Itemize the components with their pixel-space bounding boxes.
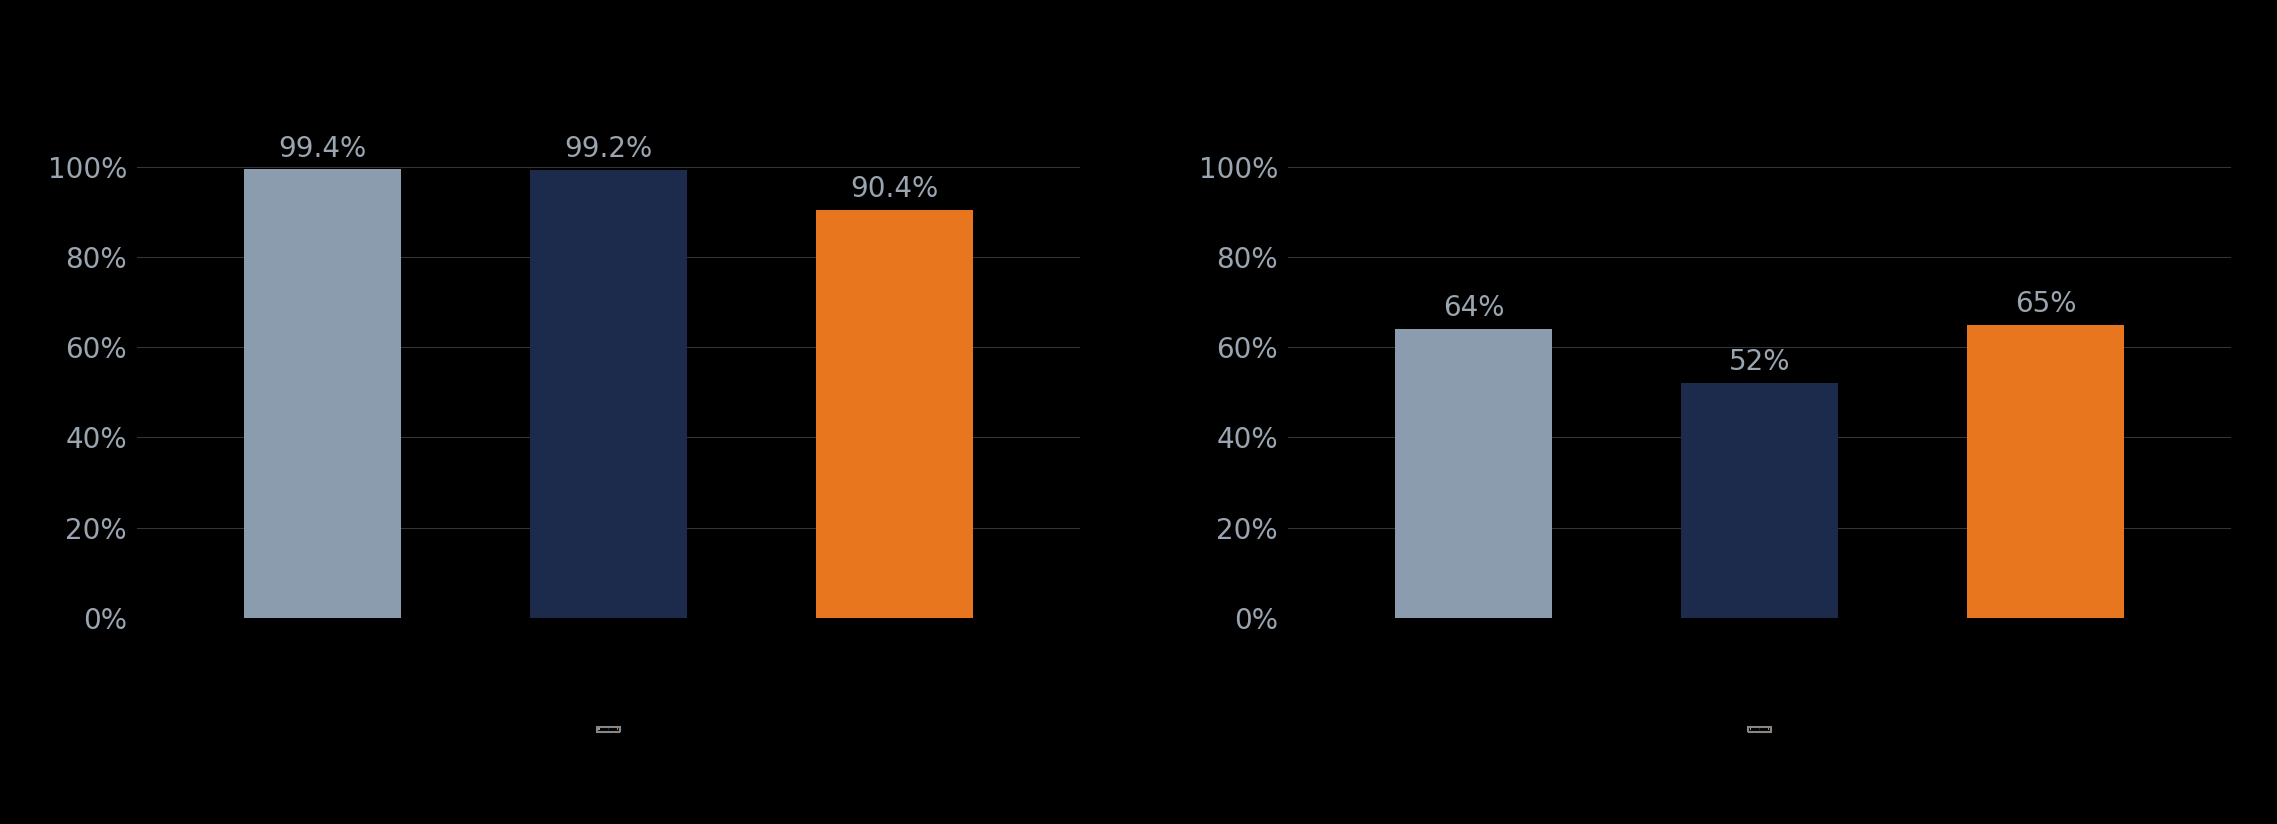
Bar <box>1680 383 1838 618</box>
Text: 99.2%: 99.2% <box>565 135 653 163</box>
Text: 52%: 52% <box>1728 349 1790 377</box>
Bar <box>531 171 688 618</box>
Text: 65%: 65% <box>2015 290 2077 318</box>
Text: 99.4%: 99.4% <box>278 134 367 162</box>
Text: 90.4%: 90.4% <box>849 176 938 204</box>
Text: 64%: 64% <box>1444 294 1505 322</box>
Bar <box>1396 329 1553 618</box>
Legend: , , : , , <box>1749 727 1772 732</box>
Bar <box>1967 325 2124 618</box>
Bar <box>815 210 972 618</box>
Legend: , , : , , <box>597 727 619 732</box>
Bar <box>244 169 401 618</box>
